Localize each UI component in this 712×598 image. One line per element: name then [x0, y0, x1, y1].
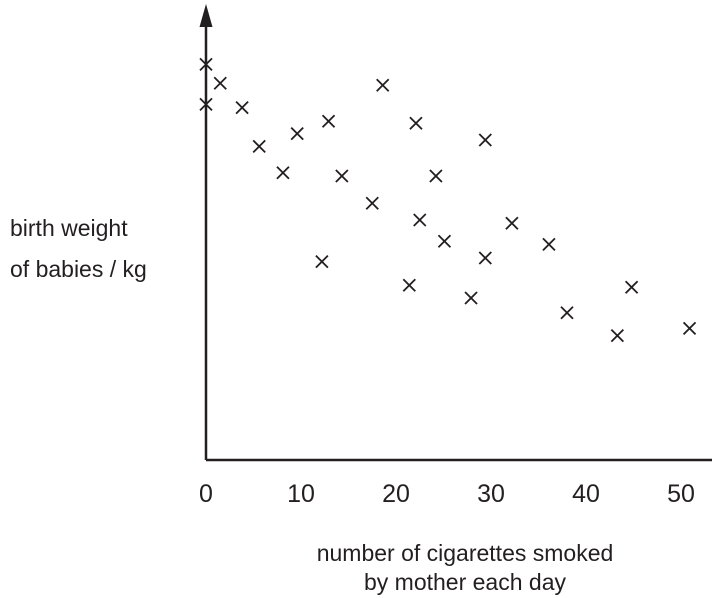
data-point: [478, 133, 492, 147]
data-point: [542, 237, 556, 252]
data-point: [376, 78, 390, 92]
y-axis-title-line-2: of babies / kg: [10, 256, 147, 282]
data-point: [402, 278, 416, 292]
x-tick-label: 20: [382, 480, 410, 508]
x-tick-label: 50: [667, 480, 695, 508]
data-point: [478, 251, 492, 265]
data-point: [321, 114, 336, 128]
data-point: [252, 139, 266, 154]
x-tick-label: 40: [572, 480, 600, 508]
data-point: [235, 100, 249, 115]
x-tick-label: 30: [477, 480, 505, 508]
data-point: [290, 126, 304, 141]
x-tick-labels: 0 10 20 30 40 50: [199, 480, 695, 508]
data-point: [213, 76, 227, 90]
data-point: [624, 280, 639, 294]
data-point: [276, 166, 290, 180]
data-point: [315, 254, 329, 269]
data-point: [409, 116, 423, 130]
data-point: [610, 328, 624, 343]
x-tick-label: 0: [199, 480, 213, 508]
y-axis-title-line-1: birth weight: [10, 215, 128, 241]
data-point: [429, 169, 443, 183]
x-tick-label: 10: [287, 480, 315, 508]
data-point: [413, 213, 427, 227]
data-point: [560, 306, 574, 320]
data-point: [437, 234, 452, 248]
y-axis: [199, 4, 213, 460]
data-points: [199, 57, 697, 343]
data-point: [682, 321, 697, 336]
x-axis-title-line-1: number of cigarettes smoked: [317, 540, 614, 566]
x-axis-title: number of cigarettes smoked by mother ea…: [317, 540, 614, 595]
data-point: [199, 97, 213, 112]
data-point: [464, 291, 478, 305]
y-axis-title: birth weight of babies / kg: [10, 215, 147, 282]
y-axis-arrowhead: [199, 4, 213, 27]
data-point: [505, 216, 519, 230]
data-point: [199, 57, 213, 72]
x-axis-title-line-2: by mother each day: [364, 569, 567, 595]
data-point: [365, 196, 379, 210]
data-point: [335, 169, 349, 183]
